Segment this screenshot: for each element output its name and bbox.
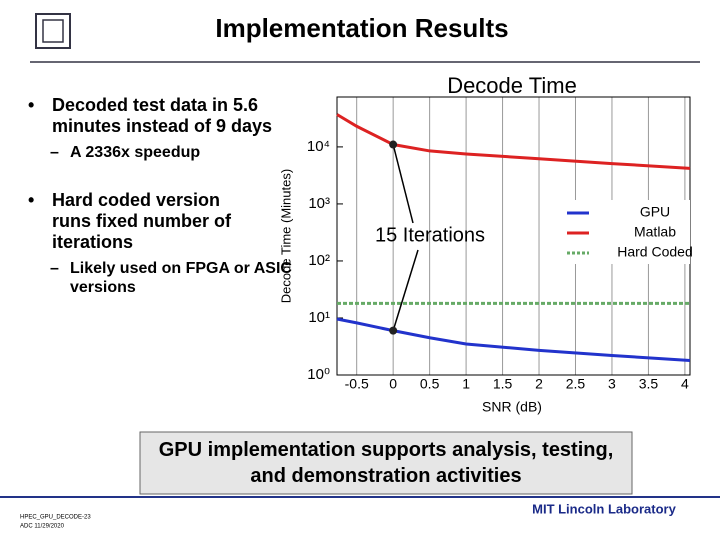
footer-box bbox=[520, 499, 688, 521]
legend-label: Matlab bbox=[634, 224, 676, 240]
x-tick-label: 0 bbox=[389, 376, 397, 392]
logo bbox=[35, 13, 71, 49]
y-tick-label: 10¹ bbox=[308, 309, 330, 326]
x-tick-label: 1.5 bbox=[493, 376, 513, 392]
y-tick-label: 10⁰ bbox=[307, 366, 330, 383]
sub-bullet: Likely used on FPGA or ASIC versions bbox=[28, 259, 320, 297]
y-tick-label: 10³ bbox=[308, 195, 330, 212]
callout: GPU implementation supports analysis, te… bbox=[158, 439, 614, 487]
annotation-point bbox=[389, 326, 398, 335]
x-tick-label: 4 bbox=[681, 376, 689, 392]
logo-inner bbox=[42, 19, 64, 43]
sub-bullet: A 2336x speedup bbox=[28, 143, 270, 162]
x-tick-label: -0.5 bbox=[345, 376, 369, 392]
footer-left: HPEC_GPU_DECODE-23 bbox=[20, 515, 91, 521]
x-tick-label: 3 bbox=[608, 376, 616, 392]
bullet-text: Hard coded version runs fixed number of … bbox=[28, 190, 252, 253]
callout-box bbox=[139, 431, 633, 495]
slide-title: Implementation Results bbox=[215, 13, 508, 43]
series-line bbox=[336, 113, 691, 170]
series-line bbox=[336, 317, 691, 362]
x-tick-label: 0.5 bbox=[420, 376, 440, 392]
annotation-leader bbox=[392, 249, 419, 331]
bullet-text: Decoded test data in 5.6 minutes instead… bbox=[28, 95, 287, 137]
x-axis-label: SNR (dB) bbox=[482, 399, 542, 415]
bullet: Hard coded version runs fixed number of … bbox=[28, 190, 320, 307]
annotation-point bbox=[389, 140, 398, 149]
legend-label: Hard Coded bbox=[617, 244, 693, 260]
annotation-leader bbox=[392, 144, 414, 224]
x-tick-label: 2 bbox=[535, 376, 543, 392]
y-tick-label: 10⁴ bbox=[307, 138, 330, 155]
annotation: 15 Iterations bbox=[375, 224, 485, 246]
x-tick-label: 1 bbox=[462, 376, 470, 392]
bullet: Decoded test data in 5.6 minutes instead… bbox=[28, 95, 287, 172]
x-tick-label: 2.5 bbox=[566, 376, 586, 392]
chart-title: Decode Time bbox=[447, 73, 577, 98]
footer-right: MIT Lincoln Laboratory bbox=[532, 501, 676, 516]
legend-label: GPU bbox=[640, 204, 670, 220]
x-tick-label: 3.5 bbox=[639, 376, 659, 392]
footer-left: ADC 11/29/2020 bbox=[20, 524, 65, 530]
